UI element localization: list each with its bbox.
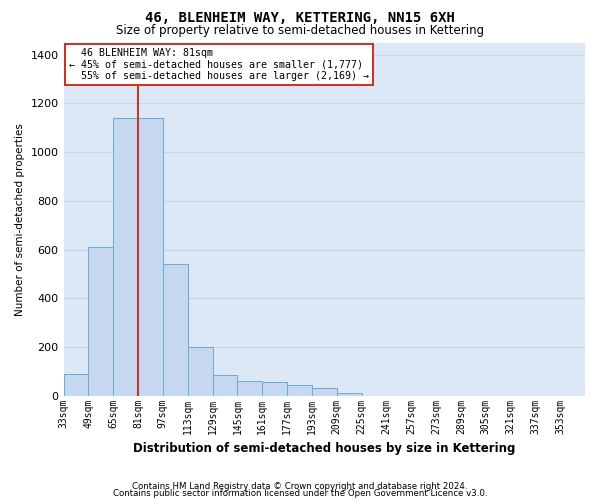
Y-axis label: Number of semi-detached properties: Number of semi-detached properties bbox=[15, 122, 25, 316]
Text: Size of property relative to semi-detached houses in Kettering: Size of property relative to semi-detach… bbox=[116, 24, 484, 37]
Bar bbox=[88, 247, 113, 396]
Bar bbox=[113, 118, 138, 396]
Text: Contains public sector information licensed under the Open Government Licence v3: Contains public sector information licen… bbox=[113, 489, 487, 498]
Text: Contains HM Land Registry data © Crown copyright and database right 2024.: Contains HM Land Registry data © Crown c… bbox=[132, 482, 468, 491]
Bar bbox=[163, 264, 188, 396]
Bar bbox=[287, 384, 312, 396]
Bar bbox=[337, 393, 362, 396]
Bar bbox=[312, 388, 337, 396]
Bar bbox=[262, 382, 287, 396]
Text: 46, BLENHEIM WAY, KETTERING, NN15 6XH: 46, BLENHEIM WAY, KETTERING, NN15 6XH bbox=[145, 12, 455, 26]
Bar bbox=[188, 347, 212, 396]
X-axis label: Distribution of semi-detached houses by size in Kettering: Distribution of semi-detached houses by … bbox=[133, 442, 515, 455]
Bar bbox=[64, 374, 88, 396]
Bar bbox=[212, 375, 238, 396]
Text: 46 BLENHEIM WAY: 81sqm
← 45% of semi-detached houses are smaller (1,777)
  55% o: 46 BLENHEIM WAY: 81sqm ← 45% of semi-det… bbox=[69, 48, 369, 82]
Bar bbox=[138, 118, 163, 396]
Bar bbox=[238, 381, 262, 396]
